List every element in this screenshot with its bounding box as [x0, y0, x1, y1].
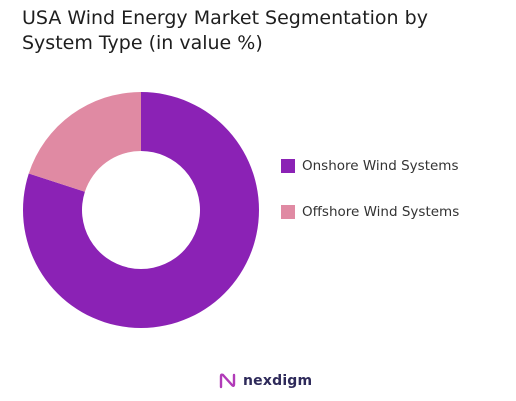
donut-slice-offshore: [28, 92, 142, 192]
donut-slices: [23, 92, 260, 328]
chart-legend: Onshore Wind Systems Offshore Wind Syste…: [281, 156, 459, 248]
donut-slice-onshore: [23, 92, 260, 328]
nexdigm-logo-icon: [219, 373, 236, 389]
legend-label-onshore: Onshore Wind Systems: [302, 158, 459, 174]
nexdigm-logo: nexdigm: [217, 370, 312, 392]
legend-swatch-offshore: [281, 205, 295, 219]
legend-item-offshore: Offshore Wind Systems: [281, 202, 459, 222]
chart-title: USA Wind Energy Market Segmentation by S…: [22, 7, 428, 54]
legend-swatch-onshore: [281, 159, 295, 173]
legend-item-onshore: Onshore Wind Systems: [281, 156, 459, 176]
legend-label-offshore: Offshore Wind Systems: [302, 204, 460, 220]
logo-text: nexdigm: [243, 373, 313, 389]
